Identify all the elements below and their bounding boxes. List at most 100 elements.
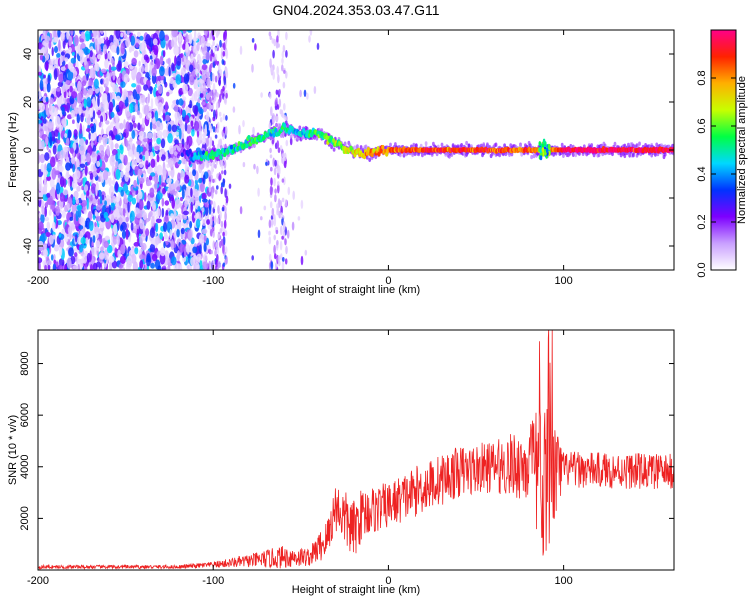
spectrogram-cell bbox=[62, 189, 69, 196]
spectrogram-cell bbox=[41, 232, 47, 242]
spectrogram-cell bbox=[114, 181, 119, 192]
spectrogram-ridge-point bbox=[174, 151, 178, 156]
spectrogram-cell bbox=[284, 258, 288, 265]
spectrogram-cell bbox=[88, 106, 94, 118]
spectrogram-cell bbox=[83, 98, 87, 109]
spectrogram-cell bbox=[223, 42, 226, 51]
spectrogram-cell bbox=[103, 211, 109, 219]
spectrogram-cell bbox=[127, 145, 130, 151]
spectrogram-cell bbox=[280, 225, 283, 236]
spectrogram-cell bbox=[190, 120, 194, 127]
spectrogram-cell bbox=[298, 125, 302, 130]
spectrogram-cell bbox=[145, 218, 149, 223]
spectrogram-cell bbox=[144, 66, 149, 73]
spectrogram-ridge-point bbox=[272, 132, 276, 138]
spectrogram-cell bbox=[141, 242, 147, 251]
colorbar: 0.00.20.40.60.8 Normalized spectral ampl… bbox=[696, 29, 748, 278]
spectrogram-cell bbox=[143, 84, 149, 91]
spectrogram-cell bbox=[161, 267, 166, 270]
spectrogram-cell bbox=[182, 210, 189, 216]
spectrogram-cell bbox=[242, 162, 246, 168]
spectrogram-cell bbox=[191, 70, 196, 77]
spectrogram-cell bbox=[198, 244, 202, 254]
spectrogram-cell bbox=[135, 151, 140, 163]
spectrogram-cell bbox=[460, 143, 463, 148]
spectrogram-cell bbox=[126, 30, 130, 36]
spectrogram-cell bbox=[115, 196, 121, 202]
spectrogram-cell bbox=[270, 177, 273, 186]
spectrogram-cell bbox=[145, 228, 150, 237]
spectrogram-cell bbox=[69, 175, 73, 188]
spectrogram-cell bbox=[41, 140, 45, 151]
spectrogram-cell bbox=[220, 220, 224, 228]
spectrogram-cell bbox=[89, 220, 94, 232]
spectrogram-cell bbox=[139, 219, 145, 230]
spectrogram-cell bbox=[115, 95, 121, 101]
spectrogram-cell bbox=[148, 141, 153, 153]
spectrogram-cell bbox=[58, 258, 65, 267]
spectrogram-cell bbox=[43, 82, 47, 93]
spectrogram-cell bbox=[90, 133, 97, 141]
spectrogram-cell bbox=[209, 96, 212, 104]
spectrogram-cell bbox=[104, 200, 107, 207]
spectrogram-cell bbox=[202, 260, 209, 270]
spectrogram-cell bbox=[99, 195, 103, 205]
spectrogram-cell bbox=[115, 30, 121, 39]
spectrogram-cell bbox=[141, 64, 144, 74]
spectrogram-cell bbox=[176, 214, 183, 221]
spectrogram-cell bbox=[147, 112, 152, 119]
x-tick-label: -100 bbox=[202, 275, 224, 287]
spectrogram-ridge-point bbox=[229, 144, 234, 150]
spectrogram-cell bbox=[163, 222, 168, 232]
spectrogram-cell bbox=[219, 39, 222, 48]
spectrogram-cell bbox=[541, 147, 545, 153]
spectrogram-cell bbox=[520, 152, 524, 157]
spectrogram-cell bbox=[281, 57, 284, 65]
spectrogram-cell bbox=[60, 154, 63, 166]
spectrogram-cell bbox=[174, 131, 180, 136]
spectrogram-cell bbox=[84, 263, 88, 270]
spectrogram-cell bbox=[239, 45, 243, 55]
spectrogram-cell bbox=[165, 209, 169, 216]
spectrogram-cell bbox=[173, 230, 178, 239]
spectrogram-cell bbox=[177, 30, 184, 33]
spectrogram-cell bbox=[41, 205, 45, 216]
spectrogram-cell bbox=[149, 121, 153, 131]
spectrogram-cell bbox=[199, 233, 205, 244]
spectrogram-plot-area bbox=[38, 30, 674, 270]
spectrogram-cell bbox=[135, 42, 139, 48]
spectrogram-cell bbox=[141, 50, 146, 57]
spectrogram-cell bbox=[181, 189, 185, 200]
spectrogram-cell bbox=[292, 190, 296, 200]
spectrogram-cell bbox=[137, 169, 141, 180]
spectrogram-cell bbox=[206, 111, 210, 123]
spectrogram-cell bbox=[45, 136, 49, 146]
spectrogram-cell bbox=[81, 199, 87, 207]
spectrogram-cell bbox=[271, 220, 274, 226]
spectrogram-cell bbox=[79, 122, 83, 135]
spectrogram-cell bbox=[271, 207, 275, 217]
spectrogram-cell bbox=[81, 80, 87, 87]
spectrogram-cell bbox=[79, 163, 86, 168]
spectrogram-cell bbox=[128, 90, 132, 96]
spectrogram-cell bbox=[280, 133, 283, 138]
spectrogram-cell bbox=[38, 131, 41, 137]
spectrogram-cell bbox=[280, 253, 283, 261]
spectrogram-cell bbox=[89, 50, 93, 58]
colorbar-tick-label: 0.0 bbox=[696, 262, 708, 277]
spectrogram-cell bbox=[123, 119, 126, 130]
spectrogram-cell bbox=[162, 50, 166, 58]
spectrogram-cell bbox=[268, 219, 272, 229]
spectrogram-cell bbox=[118, 217, 123, 225]
spectrogram-cell bbox=[276, 209, 279, 216]
spectrogram-cell bbox=[186, 124, 192, 134]
spectrogram-cell bbox=[289, 134, 293, 139]
spectrogram-x-label: Height of straight line (km) bbox=[292, 284, 420, 296]
spectrogram-cell bbox=[39, 102, 45, 112]
spectrogram-cell bbox=[269, 154, 273, 159]
y-tick-label: 8000 bbox=[19, 351, 31, 375]
spectrogram-cell bbox=[126, 260, 132, 268]
spectrogram-cell bbox=[281, 178, 285, 183]
spectrogram-cell bbox=[269, 201, 273, 209]
